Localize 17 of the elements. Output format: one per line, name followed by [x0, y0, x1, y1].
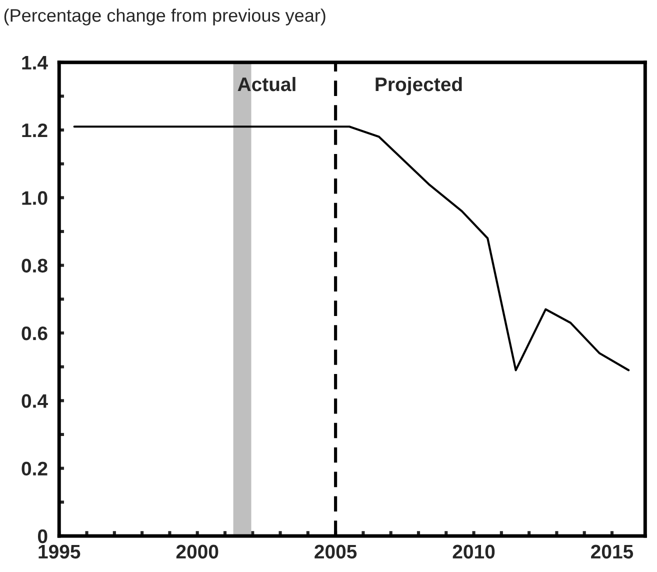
y-tick-label: 0.2: [22, 462, 48, 476]
y-tick-label: 0: [38, 529, 48, 544]
annotation: Actual: [238, 76, 296, 92]
y-tick-label: 1.2: [22, 123, 48, 138]
x-tick-label: 1995: [38, 544, 80, 559]
y-tick-label: 0.4: [22, 394, 48, 408]
y-tick-label: 1.4: [22, 56, 48, 70]
x-tick-label: 2000: [176, 544, 218, 559]
annotation: Projected: [376, 76, 462, 96]
line-series: [73, 126, 630, 372]
y-tick-label: 0.6: [22, 326, 48, 340]
x-tick-label: 2010: [452, 544, 495, 559]
x-tick-label: 2015: [591, 544, 634, 559]
y-tick-label: 0.8: [22, 258, 48, 273]
y-tick-label: 1.0: [22, 191, 48, 205]
chart-title: (Percentage change from previous year): [4, 8, 326, 26]
x-tick-label: 2005: [314, 544, 357, 559]
